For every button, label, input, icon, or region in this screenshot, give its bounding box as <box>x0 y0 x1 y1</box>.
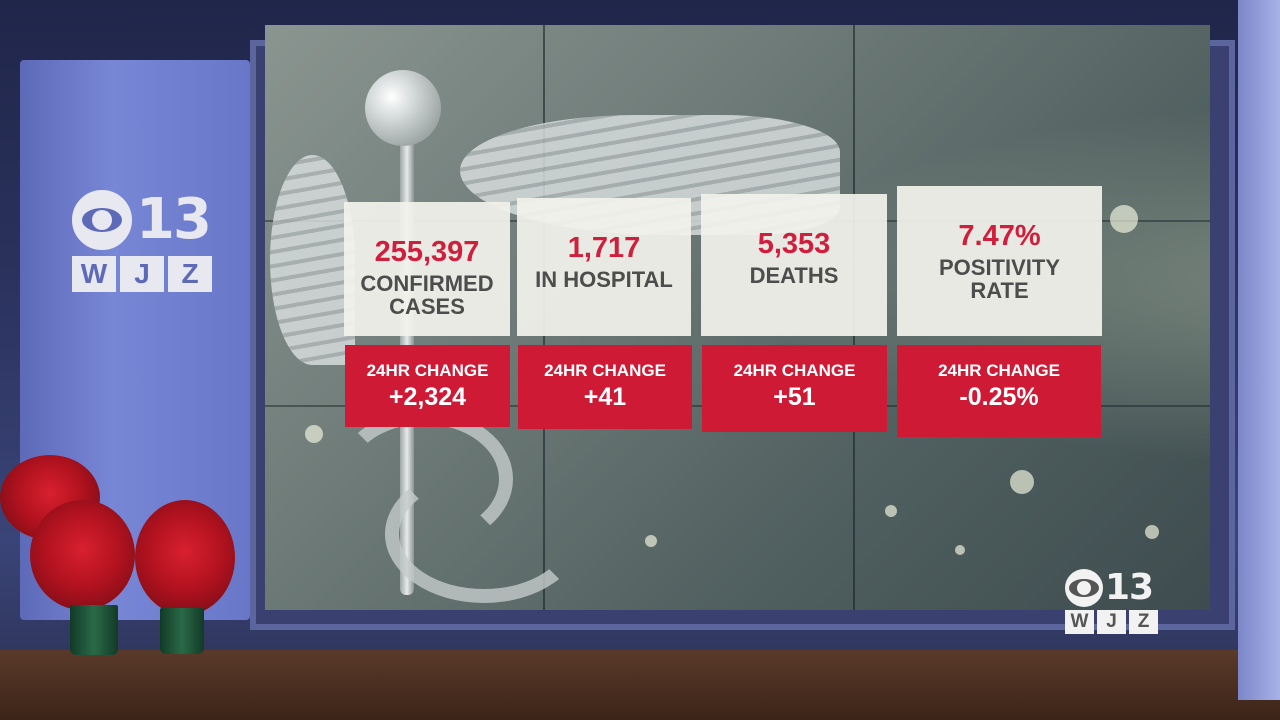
change-label: 24HR CHANGE <box>544 361 666 380</box>
in-hospital-card: 1,717 IN HOSPITAL <box>517 198 691 336</box>
caduceus-orb <box>365 70 441 146</box>
change-value: +51 <box>773 383 816 411</box>
watermark-letter: Z <box>1129 610 1158 634</box>
stat-value: 5,353 <box>757 228 831 260</box>
station-logo: 13 W J Z <box>72 188 218 298</box>
confirmed-cases-change-card: 24HR CHANGE +2,324 <box>345 345 510 427</box>
stat-label: DEATHS <box>749 263 839 288</box>
stat-value: 1,717 <box>567 232 641 264</box>
change-value: +41 <box>583 383 627 411</box>
plant-pot <box>160 608 204 654</box>
plant-pot <box>70 605 118 655</box>
watermark-letter: J <box>1097 610 1126 634</box>
network-node <box>1145 525 1159 539</box>
poinsettia-plant <box>30 500 135 610</box>
deaths-card: 5,353 DEATHS <box>701 194 887 336</box>
change-label: 24HR CHANGE <box>733 361 856 380</box>
poinsettia-plant <box>135 500 235 615</box>
logo-channel-number: 13 <box>136 187 212 252</box>
watermark-call-letters: W J Z <box>1065 610 1165 634</box>
logo-letter: J <box>120 256 164 292</box>
studio-floor <box>0 650 1280 720</box>
logo-letter: Z <box>168 256 212 292</box>
confirmed-cases-card: 255,397 CONFIRMED CASES <box>344 202 510 336</box>
deaths-change-card: 24HR CHANGE +51 <box>702 345 887 432</box>
stat-value: 255,397 <box>374 236 480 268</box>
stat-label: POSITIVITY RATE <box>938 255 1061 303</box>
station-watermark: 13 W J Z <box>1065 568 1165 640</box>
network-node <box>305 425 323 443</box>
network-node <box>955 545 965 555</box>
logo-letter: W <box>72 256 116 292</box>
cbs-eye-icon <box>1065 569 1103 607</box>
right-pillar <box>1238 0 1280 700</box>
watermark-channel-number: 13 <box>1105 567 1154 608</box>
change-label: 24HR CHANGE <box>938 361 1060 380</box>
change-value: +2,324 <box>388 383 467 411</box>
network-node <box>1110 205 1138 233</box>
caduceus-snake <box>385 465 583 603</box>
stat-label: CONFIRMED CASES <box>360 271 494 319</box>
stat-label: IN HOSPITAL <box>535 267 673 292</box>
watermark-letter: W <box>1065 610 1094 634</box>
caduceus-left-wing <box>270 155 355 365</box>
logo-call-letters: W J Z <box>72 256 218 292</box>
positivity-rate-card: 7.47% POSITIVITY RATE <box>897 186 1102 336</box>
cbs-eye-icon <box>72 190 132 250</box>
change-label: 24HR CHANGE <box>366 361 489 380</box>
positivity-rate-change-card: 24HR CHANGE -0.25% <box>897 345 1101 437</box>
change-value: -0.25% <box>959 383 1039 411</box>
in-hospital-change-card: 24HR CHANGE +41 <box>518 345 692 429</box>
network-node <box>1010 470 1034 494</box>
network-node <box>645 535 657 547</box>
network-node <box>885 505 897 517</box>
stat-value: 7.47% <box>958 220 1041 252</box>
